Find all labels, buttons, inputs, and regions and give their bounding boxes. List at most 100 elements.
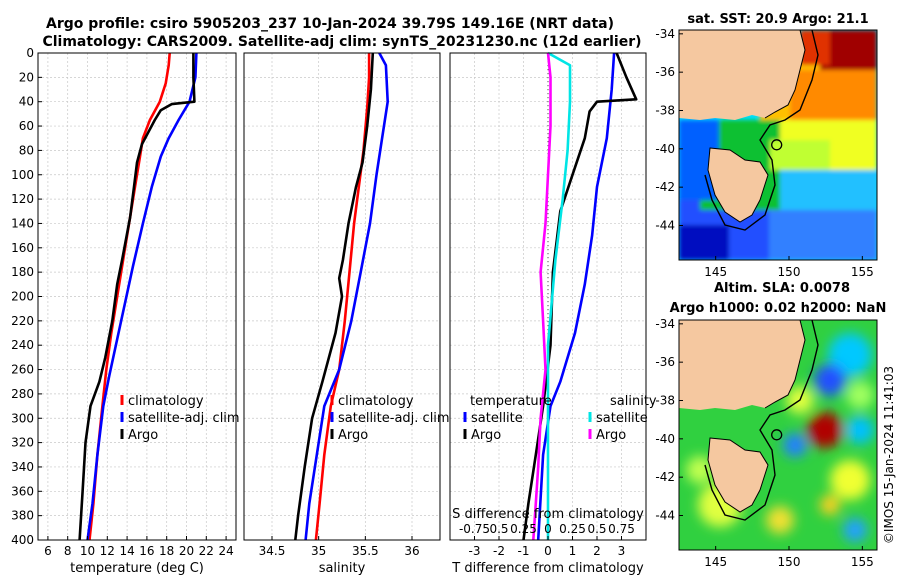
map-x-tick-label: 145 <box>704 555 727 569</box>
map-y-tick-label: -40 <box>655 142 675 156</box>
x-tick-label: 35.5 <box>352 544 379 558</box>
temperature-panel: 6 8 10 12 14 16 18 20 22 24 temperature (deg C) 0 20… <box>11 46 240 576</box>
x-tick-label: 10 <box>80 544 95 558</box>
y-tick-label: 400 <box>11 533 34 547</box>
y-tick-label: 160 <box>11 241 34 255</box>
series-salinity-argo <box>532 52 552 541</box>
top-tick-label: 0.75 <box>608 522 635 536</box>
series-satellite-adj-clim <box>86 52 198 541</box>
y-tick-label: 220 <box>11 314 34 328</box>
x-tick-label: 6 <box>44 544 52 558</box>
top-tick-label: 0.25 <box>559 522 586 536</box>
legend-label: satellite-adj. clim <box>128 411 240 426</box>
sla-map-title-line2: Argo h1000: 0.02 h2000: NaN <box>670 301 887 316</box>
difference-panel: -3 -2 -1 0 1 2 3 T difference from climatology t… <box>449 51 657 576</box>
y-tick-label: 300 <box>11 411 34 425</box>
map-y-tick-label: -34 <box>655 317 675 331</box>
sst-map: sat. SST: 20.9 Argo: 21.1 <box>678 12 878 261</box>
salinity-panel: 34.5 35 35.5 36 salinity climatology satellite… <box>243 52 450 576</box>
figure-title-line2: Climatology: CARS2009. Satellite-adj cli… <box>42 34 641 50</box>
series-temperature-argo <box>522 52 638 541</box>
map-x-tick-label: 145 <box>704 265 727 279</box>
y-tick-label: 60 <box>19 119 34 133</box>
x-tick-label: 16 <box>139 544 154 558</box>
map-y-tick-label: -42 <box>655 180 675 194</box>
x-tick-label: -3 <box>469 544 481 558</box>
map-y-tick-label: -40 <box>655 432 675 446</box>
map-y-tick-label: -36 <box>655 65 675 79</box>
x-tick-label: 2 <box>593 544 601 558</box>
y-tick-label: 180 <box>11 265 34 279</box>
x-tick-label: -1 <box>518 544 530 558</box>
y-tick-label: 120 <box>11 192 34 206</box>
legend-label: satellite <box>596 411 648 426</box>
y-tick-label: 100 <box>11 168 34 182</box>
difference-top-label: S difference from climatology <box>452 507 644 522</box>
x-tick-label: 12 <box>100 544 115 558</box>
sla-map-title-line1: Altim. SLA: 0.0078 <box>714 281 850 296</box>
series-salinity-satellite <box>546 51 572 540</box>
x-tick-label: 22 <box>199 544 214 558</box>
argo-float-marker <box>771 429 783 441</box>
x-tick-label: 36 <box>404 544 419 558</box>
y-tick-label: 40 <box>19 95 34 109</box>
map-x-tick-label: 150 <box>778 555 801 569</box>
x-tick-label: 34.5 <box>259 544 286 558</box>
y-tick-label: 0 <box>26 46 34 60</box>
series-argo <box>78 53 196 541</box>
legend-label: satellite-adj. clim <box>338 411 450 426</box>
legend-label: satellite <box>471 411 523 426</box>
legend-label: Argo <box>128 428 158 443</box>
series-argo <box>294 52 375 541</box>
argo-float-marker <box>771 139 783 151</box>
y-tick-label: 140 <box>11 216 34 230</box>
y-tick-label: 20 <box>19 70 34 84</box>
difference-xlabel: T difference from climatology <box>451 561 644 576</box>
x-tick-label: 14 <box>119 544 134 558</box>
salinity-xlabel: salinity <box>319 561 366 576</box>
map-y-tick-label: -38 <box>655 104 675 118</box>
map-axes: 145 150 155 -34 -36 -38 -40 -42 -44 145 150 155 -34 -… <box>655 27 873 569</box>
series-satellite-adj-clim <box>304 52 389 541</box>
top-tick-label: 0.5 <box>489 522 508 536</box>
map-x-tick-label: 155 <box>851 555 874 569</box>
x-tick-label: 24 <box>218 544 233 558</box>
map-y-tick-label: -38 <box>655 394 675 408</box>
map-y-tick-label: -36 <box>655 355 675 369</box>
legend-label: Argo <box>338 428 368 443</box>
legend-title-temperature: temperature <box>470 394 552 409</box>
y-tick-label: 360 <box>11 484 34 498</box>
y-tick-label: 240 <box>11 338 34 352</box>
legend-label: Argo <box>471 428 501 443</box>
temperature-xlabel: temperature (deg C) <box>70 561 204 576</box>
x-tick-label: -2 <box>493 544 505 558</box>
legend-title-salinity: salinity <box>610 394 657 409</box>
map-x-tick-label: 150 <box>778 265 801 279</box>
sst-map-title: sat. SST: 20.9 Argo: 21.1 <box>687 12 868 27</box>
y-tick-label: 260 <box>11 363 34 377</box>
map-y-tick-label: -44 <box>655 219 675 233</box>
x-tick-label: 35 <box>311 544 326 558</box>
x-tick-label: 8 <box>64 544 72 558</box>
y-tick-label: 280 <box>11 387 34 401</box>
y-tick-label: 380 <box>11 509 34 523</box>
map-y-tick-label: -42 <box>655 470 675 484</box>
y-tick-label: 320 <box>11 436 34 450</box>
x-tick-label: 0 <box>544 544 552 558</box>
legend-label: climatology <box>338 394 414 409</box>
map-x-tick-label: 155 <box>851 265 874 279</box>
x-tick-label: 3 <box>618 544 626 558</box>
top-tick-label: 0 <box>544 522 552 536</box>
legend-label: climatology <box>128 394 204 409</box>
figure-title-line1: Argo profile: csiro 5905203_237 10-Jan-2… <box>46 16 614 32</box>
top-tick-label: 0.5 <box>587 522 606 536</box>
x-tick-label: 1 <box>569 544 577 558</box>
x-tick-label: 20 <box>179 544 194 558</box>
series-climatology <box>314 53 371 541</box>
copyright-label: ©IMOS 15-Jan-2024 11:41:03 <box>882 366 896 544</box>
y-tick-label: 340 <box>11 460 34 474</box>
map-y-tick-label: -34 <box>655 27 675 41</box>
y-tick-label: 80 <box>19 143 34 157</box>
